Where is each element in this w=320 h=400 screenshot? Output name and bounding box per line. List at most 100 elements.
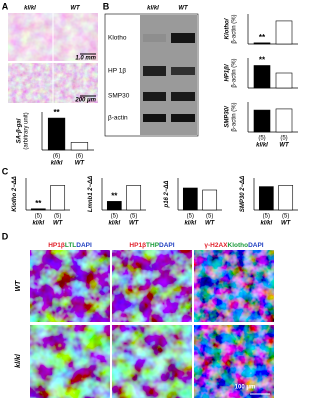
column-header: kl/kl (147, 6, 159, 12)
bar (182, 187, 198, 211)
column-header: HP1βLTLDAPI (48, 242, 92, 249)
header-segment: DAPI (159, 242, 175, 249)
header-segment: γ-H2AX (204, 242, 228, 249)
bar (70, 142, 89, 151)
column-header: WT (70, 6, 81, 12)
category-label: WT (53, 221, 64, 227)
category-label: WT (279, 143, 290, 149)
category-label: WT (129, 221, 140, 227)
category-label: WT (281, 221, 292, 227)
fluorescence-image (30, 325, 110, 398)
scale-label: 200 μm (74, 98, 96, 104)
y-axis-label: Lmnb1 2−ΔΔ (88, 176, 94, 212)
bar (253, 65, 271, 89)
y-axis-label: SMP30 2−ΔΔ (240, 176, 246, 212)
significance: ** (53, 108, 60, 117)
bar (126, 185, 142, 211)
y-axis-label-line: β-actin (%) (231, 14, 237, 43)
y-axis-label: Klotho/β-actin (%) (224, 14, 237, 43)
column-header: WT (178, 6, 189, 12)
panel-label: A (2, 1, 9, 11)
y-axis-label: HP1β/β-actin (%) (224, 58, 237, 87)
n-label: (5) (35, 214, 42, 220)
y-axis-label-line: β-actin (%) (231, 58, 237, 87)
category-label: kl/kl (32, 221, 44, 227)
bar (30, 208, 46, 211)
y-axis-label-line: SMP30/ (224, 105, 230, 128)
n-label: (5) (130, 214, 137, 220)
n-label: (5) (280, 136, 287, 142)
bar (258, 186, 274, 211)
fluorescence-image (194, 250, 274, 322)
significance: ** (35, 199, 42, 208)
y-axis-label: SA-β-gal(arbitrary unit) (16, 112, 29, 149)
y-axis-label-line: Klotho 2−ΔΔ (12, 176, 18, 212)
row-label: kl/kl (15, 353, 22, 368)
header-segment: DAPI (248, 242, 264, 249)
n-label: (5) (282, 214, 289, 220)
column-header: γ-H2AXKlothoDAPI (204, 242, 263, 249)
n-label: (5) (206, 214, 213, 220)
category-label: WT (205, 221, 216, 227)
y-axis-label-line: p16 2−ΔΔ (164, 181, 170, 209)
panel-label: B (103, 1, 110, 11)
n-label: (5) (54, 214, 61, 220)
column-header: kl/kl (24, 6, 36, 12)
significance: ** (111, 191, 118, 200)
bar (275, 72, 293, 89)
category-label: WT (75, 161, 86, 167)
y-axis-label: SMP30/β-actin (%) (224, 102, 237, 131)
y-axis-label: p16 2−ΔΔ (164, 181, 170, 209)
band-label: SMP30 (108, 93, 130, 100)
category-label: kl/kl (108, 221, 120, 227)
n-label: (6) (76, 154, 83, 160)
scale-label: 1.0 mm (75, 56, 96, 62)
category-label: kl/kl (184, 221, 196, 227)
panel-label: C (2, 166, 9, 176)
y-axis-label-line: Lmnb1 2−ΔΔ (88, 176, 94, 212)
bar (50, 185, 66, 211)
significance: ** (259, 33, 266, 42)
n-label: (5) (111, 214, 118, 220)
row-label: WT (15, 280, 22, 292)
bar (278, 185, 294, 211)
scale-label: 100 μm (235, 385, 256, 391)
y-axis-label-line: β-actin (%) (231, 102, 237, 131)
header-segment: HP1β (129, 242, 146, 249)
n-label: (6) (53, 154, 60, 160)
n-label: (5) (258, 136, 265, 142)
panel-label: D (2, 231, 9, 241)
y-axis-label: Klotho 2−ΔΔ (12, 176, 18, 212)
band-label: β-actin (108, 115, 128, 122)
fluorescence-image (112, 325, 192, 398)
y-axis-label-line: SMP30 2−ΔΔ (240, 176, 246, 212)
bar (47, 117, 66, 151)
figure: A B C Dkl/kl WT 1.0 mm 200 μm ** SA-β-gal(arbitr… (2, 1, 298, 398)
bar (106, 201, 122, 211)
bar (202, 189, 218, 211)
header-segment: LTL (65, 242, 76, 249)
fluorescence-image (194, 325, 274, 398)
y-axis-label-line: Klotho/ (224, 17, 230, 39)
category-label: kl/kl (256, 143, 268, 149)
n-label: (5) (263, 214, 270, 220)
y-axis-label-line: HP1β/ (224, 63, 230, 81)
bar (275, 20, 293, 45)
bar (253, 42, 271, 45)
column-header: HP1βTHPDAPI (129, 242, 174, 249)
bar (253, 109, 271, 133)
significance: ** (259, 56, 266, 65)
fluorescence-image (30, 250, 110, 322)
header-segment: THP (146, 242, 160, 249)
bar (275, 108, 293, 133)
y-axis-label-line: (arbitrary unit) (23, 112, 29, 149)
fluorescence-image (112, 250, 192, 322)
header-segment: HP1β (48, 242, 65, 249)
band-label: HP 1β (108, 68, 126, 75)
category-label: kl/kl (51, 161, 63, 167)
band-label: Klotho (108, 35, 127, 42)
y-axis-label-line: SA-β-gal (16, 118, 22, 143)
header-segment: DAPI (76, 242, 92, 249)
n-label: (5) (187, 214, 194, 220)
header-segment: Klotho (228, 242, 249, 249)
